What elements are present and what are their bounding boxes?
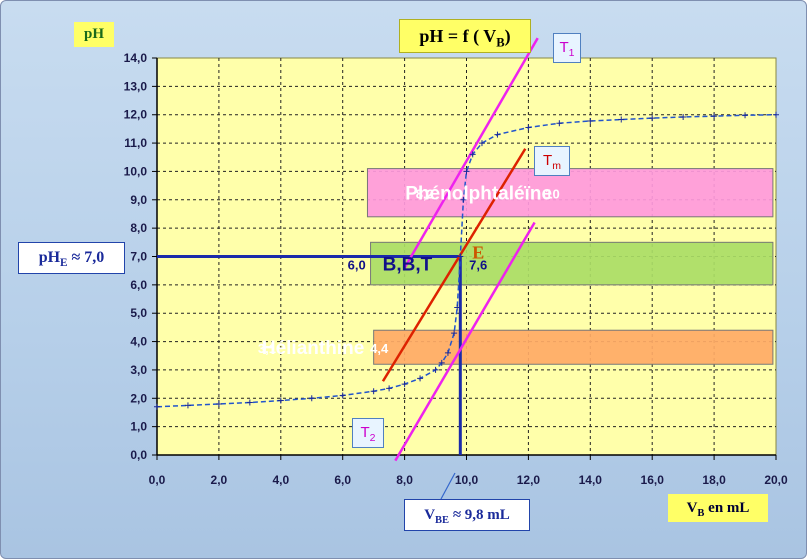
tick-labels: 0,0 2,0 4,0 6,0 8,0 10,0 12,0 14,0 16,0 18,0 20,0 0… <box>124 51 788 487</box>
curve-point <box>457 253 464 260</box>
tangent-t2-label: T2 <box>352 418 384 448</box>
curve-point <box>277 397 284 404</box>
x-tick-label: 6,0 <box>334 473 351 487</box>
y-tick-label: 12,0 <box>124 108 148 122</box>
y-tick-label: 8,0 <box>130 221 147 235</box>
indicator-name: Hélianthine <box>262 338 364 359</box>
indicator-band <box>373 329 774 365</box>
y-tick-label: 2,0 <box>130 391 147 405</box>
x-tick-label: 16,0 <box>641 473 665 487</box>
x-tick-label: 20,0 <box>764 473 788 487</box>
curve-point <box>556 120 563 127</box>
y-tick-label: 1,0 <box>130 420 147 434</box>
curve-point <box>649 115 656 122</box>
grid <box>157 58 776 455</box>
curve-point <box>432 366 439 373</box>
indicator-low-value: 3,1 <box>258 341 276 356</box>
x-axis-label: VB en mL <box>668 494 768 522</box>
curve-point <box>438 359 445 366</box>
curve-point <box>184 402 191 409</box>
y-tick-label: 10,0 <box>124 164 148 178</box>
curve-point <box>454 304 461 311</box>
curve-point <box>246 399 253 406</box>
curve-point <box>308 395 315 402</box>
curve-point <box>386 385 393 392</box>
curve-point <box>587 117 594 124</box>
x-tick-label: 8,0 <box>396 473 413 487</box>
indicator-band <box>370 241 774 286</box>
curve-point <box>494 131 501 138</box>
x-tick-label: 2,0 <box>211 473 228 487</box>
tangent-tm-label: Tm <box>534 146 570 176</box>
curve-point <box>773 111 779 118</box>
curve-point <box>478 140 485 147</box>
x-tick-label: 0,0 <box>149 473 166 487</box>
y-tick-label: 5,0 <box>130 306 147 320</box>
x-tick-label: 18,0 <box>702 473 726 487</box>
y-tick-label: 4,0 <box>130 335 147 349</box>
indicator-low-value: 8,2 <box>416 187 434 202</box>
curve-point <box>401 381 408 388</box>
indicator-high-value: 7,6 <box>469 258 487 273</box>
tangent-t1-label: T1 <box>553 33 581 63</box>
y-tick-label: 13,0 <box>124 79 148 93</box>
tangent-lines <box>381 37 539 462</box>
ph-equivalence-box: pHE ≈ 7,0 <box>18 242 125 274</box>
indicator-bands <box>366 168 774 365</box>
indicator-high-value: 10 <box>545 187 559 202</box>
curve-markers <box>154 111 779 410</box>
curve-point <box>463 168 470 175</box>
equivalence-point-label: E <box>472 243 484 263</box>
curve-point <box>742 112 749 119</box>
y-tick-label: 11,0 <box>124 136 147 150</box>
indicator-low-value: 6,0 <box>348 258 366 273</box>
curve-point <box>444 349 451 356</box>
indicator-high-value: 4,4 <box>370 341 389 356</box>
x-tick-label: 12,0 <box>517 473 541 487</box>
indicator-band <box>366 168 774 218</box>
chart-title: pH = f ( VB) <box>399 19 531 53</box>
tangent-line <box>403 37 539 269</box>
curve-point <box>469 151 476 158</box>
y-tick-label: 3,0 <box>130 363 147 377</box>
x-tick-label: 4,0 <box>272 473 289 487</box>
curve-point <box>154 403 160 410</box>
x-tick-label: 14,0 <box>579 473 603 487</box>
indicator-name: Phénolphtaléïne <box>405 184 552 205</box>
y-tick-label: 6,0 <box>130 278 147 292</box>
curve-point <box>417 375 424 382</box>
tangent-line <box>394 221 536 462</box>
volume-equivalence-box: VBE ≈ 9,8 mL <box>404 499 530 531</box>
y-axis-label: pH <box>74 22 114 47</box>
curve-point <box>339 392 346 399</box>
volume-pointer-icon <box>440 472 456 500</box>
y-tick-label: 0,0 <box>130 448 147 462</box>
indicator-name: B,B,T <box>383 255 433 276</box>
equivalence-point-E: E <box>472 243 484 263</box>
curve-point <box>451 330 458 337</box>
y-tick-label: 7,0 <box>130 250 147 264</box>
x-tick-label: 10,0 <box>455 473 479 487</box>
curve-point <box>680 113 687 120</box>
curve-point <box>711 113 718 120</box>
curve-point <box>370 388 377 395</box>
curve-point <box>215 400 222 407</box>
curve-point <box>618 116 625 123</box>
curve-point <box>525 124 532 131</box>
tangent-line <box>381 148 527 382</box>
y-tick-label: 14,0 <box>124 51 148 65</box>
y-tick-label: 9,0 <box>130 193 147 207</box>
curve-point <box>460 196 467 203</box>
